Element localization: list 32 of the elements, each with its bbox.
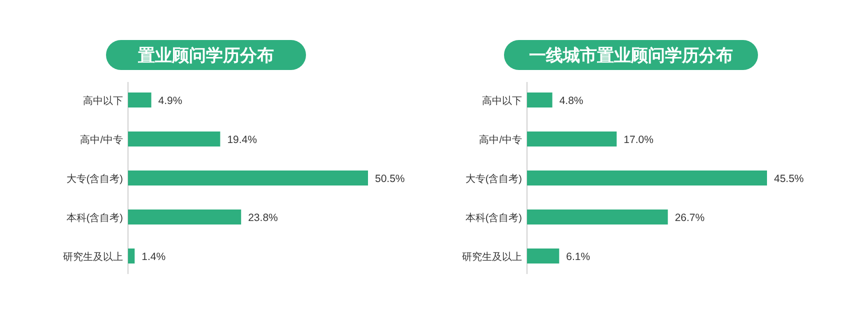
- y-tick-label: 研究生及以上: [63, 251, 123, 263]
- data-label: 4.9%: [158, 95, 182, 107]
- bar: [128, 210, 242, 224]
- y-tick-label: 本科(含自考): [66, 212, 123, 224]
- data-label: 19.4%: [227, 134, 257, 146]
- bar: [128, 248, 135, 264]
- data-label: 50.5%: [375, 173, 405, 185]
- data-label: 4.8%: [559, 95, 584, 107]
- chart-title: 一线城市置业顾问学历分布: [529, 46, 733, 65]
- data-label: 45.5%: [774, 173, 804, 185]
- y-tick-label: 本科(含自考): [465, 212, 522, 224]
- data-label: 23.8%: [248, 212, 278, 224]
- y-tick-label: 高中/中专: [80, 134, 123, 146]
- y-tick-label: 高中以下: [482, 95, 522, 107]
- y-tick-label: 高中以下: [83, 95, 123, 107]
- bar: [527, 132, 617, 146]
- data-label: 6.1%: [566, 251, 590, 263]
- y-tick-label: 高中/中专: [479, 134, 522, 146]
- data-label: 26.7%: [674, 212, 705, 224]
- data-label: 1.4%: [142, 251, 166, 263]
- bar: [527, 92, 552, 108]
- y-tick-label: 大专(含自考): [66, 173, 123, 185]
- chart-title: 置业顾问学历分布: [137, 46, 274, 65]
- y-tick-label: 研究生及以上: [462, 251, 522, 263]
- bar: [527, 210, 668, 224]
- y-tick-label: 大专(含自考): [465, 173, 522, 185]
- bar: [128, 92, 152, 108]
- bar: [527, 170, 767, 186]
- bar: [527, 248, 560, 264]
- bar: [128, 132, 220, 146]
- data-label: 17.0%: [624, 134, 654, 146]
- bar: [128, 170, 368, 186]
